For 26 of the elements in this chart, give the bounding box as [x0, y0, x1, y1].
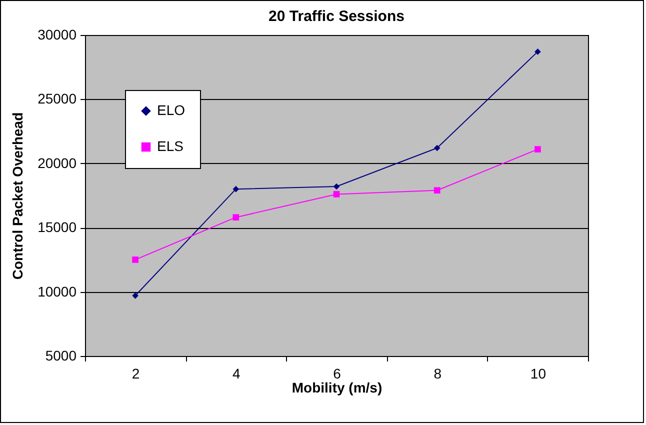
- point: [333, 183, 340, 190]
- y-tick-label: 20000: [38, 154, 77, 171]
- y-tick-label: 5000: [45, 348, 77, 364]
- x-tick-label: 8: [434, 366, 442, 382]
- point: [232, 186, 240, 192]
- x-tick-label: 2: [132, 366, 140, 382]
- x-tick-label: 10: [530, 366, 546, 382]
- y-axis-title: Control Packet Overhead: [10, 112, 26, 280]
- x-tick-label: 4: [232, 366, 240, 382]
- x-tick-label: 6: [333, 366, 342, 382]
- y-tick-label: 25000: [38, 90, 77, 107]
- point: [232, 214, 240, 220]
- chart-title: 20 Traffic Sessions: [268, 8, 404, 25]
- y-tick-label: 15000: [38, 219, 77, 236]
- y-tick-label: 30000: [38, 26, 77, 42]
- legend-label: ELO: [157, 102, 186, 118]
- point: [534, 146, 541, 152]
- y-tick-label: 10000: [38, 283, 77, 300]
- point: [434, 187, 440, 194]
- point: [132, 292, 138, 299]
- x-axis-title: Mobility (m/s): [292, 380, 382, 396]
- point: [434, 144, 440, 152]
- point: [333, 191, 340, 198]
- legend-label: ELS: [157, 138, 184, 154]
- point: [132, 256, 138, 263]
- point: [534, 48, 541, 55]
